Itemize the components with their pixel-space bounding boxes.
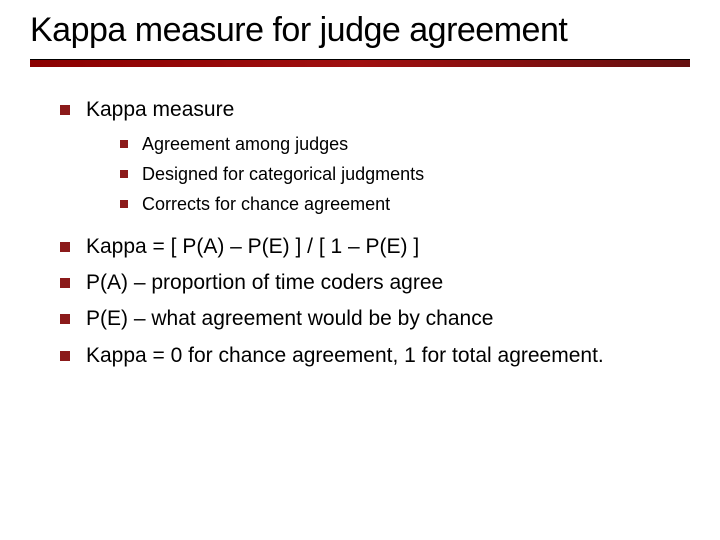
list-item: P(E) – what agreement would be by chance bbox=[60, 304, 690, 334]
bullet-text: Agreement among judges bbox=[142, 131, 690, 157]
list-item: P(A) – proportion of time coders agree bbox=[60, 268, 690, 298]
bullet-icon bbox=[60, 314, 70, 324]
bullet-icon bbox=[120, 170, 128, 178]
slide-title: Kappa measure for judge agreement bbox=[30, 10, 690, 59]
bullet-icon bbox=[120, 140, 128, 148]
list-item: Kappa = 0 for chance agreement, 1 for to… bbox=[60, 341, 690, 371]
bullet-text: Kappa = [ P(A) – P(E) ] / [ 1 – P(E) ] bbox=[86, 232, 690, 262]
title-divider bbox=[30, 59, 690, 67]
list-item: Designed for categorical judgments bbox=[120, 161, 690, 187]
bullet-text: Corrects for chance agreement bbox=[142, 191, 690, 217]
bullet-text: P(E) – what agreement would be by chance bbox=[86, 304, 690, 334]
list-item: Kappa = [ P(A) – P(E) ] / [ 1 – P(E) ] bbox=[60, 232, 690, 262]
list-item: Agreement among judges bbox=[120, 131, 690, 157]
sub-list: Agreement among judges Designed for cate… bbox=[60, 131, 690, 217]
slide-content: Kappa measure Agreement among judges Des… bbox=[30, 95, 690, 371]
bullet-icon bbox=[60, 242, 70, 252]
bullet-icon bbox=[60, 351, 70, 361]
bullet-icon bbox=[120, 200, 128, 208]
slide: Kappa measure for judge agreement Kappa … bbox=[0, 0, 720, 540]
bullet-text: Kappa = 0 for chance agreement, 1 for to… bbox=[86, 341, 690, 371]
list-item: Kappa measure bbox=[60, 95, 690, 125]
bullet-icon bbox=[60, 105, 70, 115]
bullet-text: P(A) – proportion of time coders agree bbox=[86, 268, 690, 298]
bullet-text: Designed for categorical judgments bbox=[142, 161, 690, 187]
list-item: Corrects for chance agreement bbox=[120, 191, 690, 217]
bullet-icon bbox=[60, 278, 70, 288]
bullet-text: Kappa measure bbox=[86, 95, 690, 125]
